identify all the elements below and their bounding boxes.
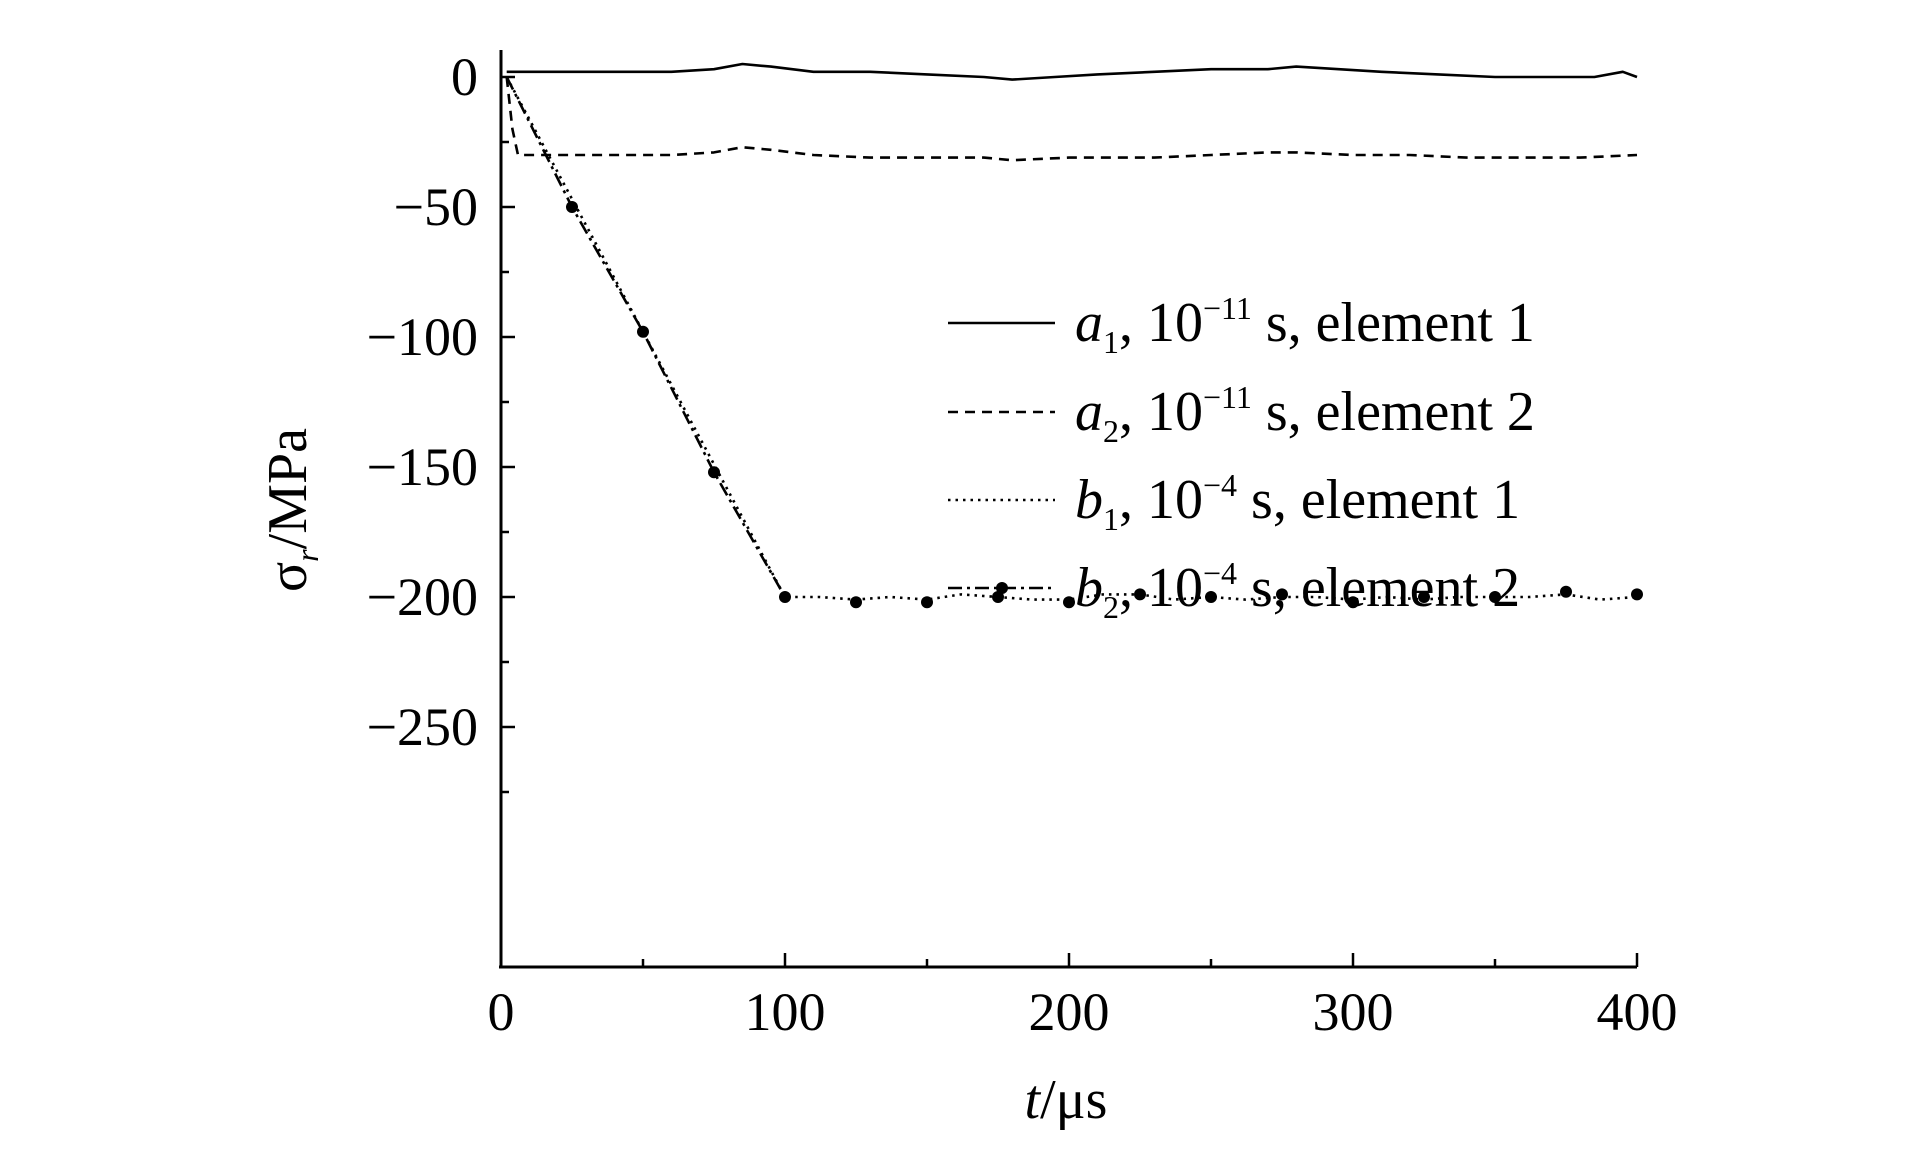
series-4-marker xyxy=(1276,588,1288,601)
y-axis-symbol: σ xyxy=(257,562,319,592)
legend-swatch-marker xyxy=(996,582,1008,594)
legend-label-1: a1, 10−11 s, element 1 xyxy=(1075,290,1535,360)
series-4-marker xyxy=(1134,588,1146,601)
ticks xyxy=(499,75,1639,967)
legend-label-4: b2, 10−4 s, element 2 xyxy=(1075,555,1520,625)
series-4-marker xyxy=(566,201,578,213)
plot-series xyxy=(505,62,1643,609)
svg-text:σr/MPa: σr/MPa xyxy=(257,428,325,592)
tick-labels: 0 −50 −100 −150 −200 −250 0 100 200 300 400 xyxy=(367,47,1678,1042)
svg-text:t/μs: t/μs xyxy=(1025,1069,1108,1131)
series-line-1 xyxy=(506,62,1638,81)
series-line-3 xyxy=(505,76,1638,601)
series-4-marker xyxy=(1205,591,1217,603)
series-4-marker xyxy=(1489,591,1501,603)
legend-label-2: a2, 10−11 s, element 2 xyxy=(1075,379,1535,449)
series-4-marker xyxy=(1418,591,1430,603)
series-4-marker xyxy=(1347,596,1359,609)
series-4-marker xyxy=(637,325,649,338)
series-4-marker xyxy=(779,591,791,603)
x-axis-title: t/μs xyxy=(1025,1069,1108,1131)
series-4-marker xyxy=(921,596,933,609)
series-4-marker xyxy=(708,466,720,479)
y-axis-subscript: r xyxy=(289,549,325,562)
x-tick-label: 300 xyxy=(1313,982,1394,1042)
legend: a1, 10−11 s, element 1 a2, 10−11 s, eleme… xyxy=(948,290,1535,625)
x-axis-unit: /μs xyxy=(1040,1069,1107,1131)
y-tick-label: −200 xyxy=(367,567,478,627)
x-tick-label: 200 xyxy=(1029,982,1110,1042)
y-tick-label: 0 xyxy=(451,47,478,107)
x-axis-symbol: t xyxy=(1025,1069,1042,1131)
x-tick-label: 400 xyxy=(1597,982,1678,1042)
y-tick-label: −150 xyxy=(367,437,478,497)
legend-label-3: b1, 10−4 s, element 1 xyxy=(1075,467,1520,537)
series-line-2 xyxy=(505,76,1638,162)
series-4-marker xyxy=(1560,585,1572,598)
series-4-marker xyxy=(1631,588,1643,601)
series-4-marker xyxy=(850,596,862,609)
y-axis-title: σr/MPa xyxy=(257,428,325,592)
y-axis-unit: /MPa xyxy=(257,428,319,549)
series-4-marker xyxy=(1063,596,1075,609)
y-tick-label: −250 xyxy=(367,697,478,757)
y-tick-label: −50 xyxy=(394,177,478,237)
x-tick-label: 100 xyxy=(745,982,826,1042)
y-tick-label: −100 xyxy=(367,307,478,367)
x-tick-label: 0 xyxy=(488,982,515,1042)
series-4-marker xyxy=(992,591,1004,603)
